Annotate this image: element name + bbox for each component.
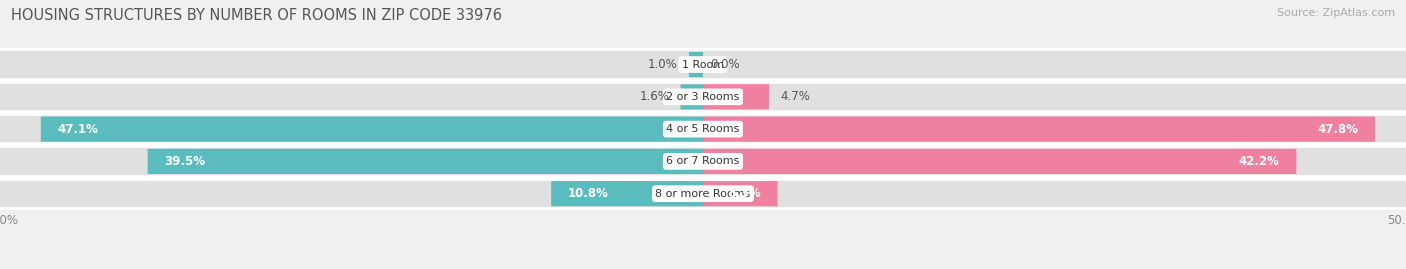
FancyBboxPatch shape (703, 84, 769, 109)
FancyBboxPatch shape (3, 52, 1403, 77)
Text: 39.5%: 39.5% (165, 155, 205, 168)
FancyBboxPatch shape (0, 107, 1406, 151)
Text: 47.1%: 47.1% (58, 123, 98, 136)
FancyBboxPatch shape (0, 139, 1406, 184)
Text: 1 Room: 1 Room (682, 59, 724, 70)
Text: 0.0%: 0.0% (710, 58, 740, 71)
FancyBboxPatch shape (41, 116, 703, 142)
FancyBboxPatch shape (551, 181, 703, 206)
Text: 5.3%: 5.3% (728, 187, 761, 200)
Text: 1.0%: 1.0% (648, 58, 678, 71)
FancyBboxPatch shape (148, 149, 703, 174)
FancyBboxPatch shape (703, 149, 1296, 174)
Text: 2 or 3 Rooms: 2 or 3 Rooms (666, 92, 740, 102)
Legend: Owner-occupied, Renter-occupied: Owner-occupied, Renter-occupied (572, 264, 834, 269)
Text: 42.2%: 42.2% (1239, 155, 1279, 168)
FancyBboxPatch shape (3, 181, 1403, 206)
FancyBboxPatch shape (681, 84, 703, 109)
Text: 10.8%: 10.8% (568, 187, 609, 200)
FancyBboxPatch shape (3, 84, 1403, 109)
FancyBboxPatch shape (689, 52, 703, 77)
FancyBboxPatch shape (0, 171, 1406, 216)
FancyBboxPatch shape (703, 116, 1375, 142)
FancyBboxPatch shape (703, 181, 778, 206)
Text: 8 or more Rooms: 8 or more Rooms (655, 189, 751, 199)
FancyBboxPatch shape (3, 149, 1403, 174)
Text: 6 or 7 Rooms: 6 or 7 Rooms (666, 156, 740, 167)
Text: Source: ZipAtlas.com: Source: ZipAtlas.com (1277, 8, 1395, 18)
Text: 47.8%: 47.8% (1317, 123, 1358, 136)
FancyBboxPatch shape (3, 116, 1403, 142)
Text: 4 or 5 Rooms: 4 or 5 Rooms (666, 124, 740, 134)
FancyBboxPatch shape (0, 75, 1406, 119)
Text: 4.7%: 4.7% (780, 90, 810, 103)
Text: HOUSING STRUCTURES BY NUMBER OF ROOMS IN ZIP CODE 33976: HOUSING STRUCTURES BY NUMBER OF ROOMS IN… (11, 8, 502, 23)
FancyBboxPatch shape (0, 42, 1406, 87)
Text: 1.6%: 1.6% (640, 90, 669, 103)
